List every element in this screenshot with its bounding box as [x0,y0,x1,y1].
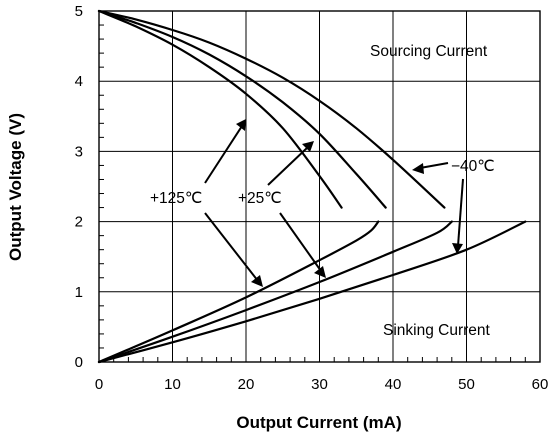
arrowhead-25c-sinking [314,266,326,278]
arrow-minus40c-sinking [457,178,464,247]
arrowhead-minus40c-sourcing [412,163,424,174]
series-line-sinking [97,220,380,364]
x-tick-label: 30 [311,376,328,393]
series-line-sinking [97,220,527,364]
series-line-sinking [97,220,453,364]
arrow-minus40c-sourcing [419,162,449,169]
annotation-125c: +125℃ [150,190,202,207]
arrow-125c-sinking [204,212,259,282]
arrow-25c-sinking [279,212,322,272]
arrowhead-125c-sinking [251,275,263,287]
y-axis-title: Output Voltage (V) [6,113,25,261]
x-tick-label: 10 [164,376,181,393]
arrowhead-minus40c-sinking [452,243,463,254]
annotation-minus40c: −40℃ [451,158,495,175]
y-tick-label: 2 [75,214,83,231]
annotation-sourcing-current: Sourcing Current [370,43,488,60]
arrow-25c-sourcing [267,146,309,186]
annotation-sinking-current: Sinking Current [383,322,491,339]
minor-ticks [99,24,526,362]
x-tick-label: 50 [458,376,475,393]
arrowhead-25c-sourcing [302,141,314,152]
series-line-sourcing [97,9,343,209]
y-tick-label: 3 [75,143,83,160]
annotation-arrows [204,119,464,287]
y-tick-label: 4 [75,73,83,90]
arrow-125c-sourcing [204,125,243,184]
x-tick-label: 40 [385,376,402,393]
plot-frame [98,10,541,363]
annotation-25c: +25℃ [238,190,282,207]
x-axis-title: Output Current (mA) [236,413,401,432]
y-tick-label: 5 [75,3,83,20]
x-tick-label: 60 [532,376,549,393]
x-tick-label: 0 [95,376,103,393]
x-tick-label: 20 [238,376,255,393]
tick-labels: 0 10 20 30 40 50 60 0 1 2 3 4 5 [75,3,549,393]
y-tick-label: 0 [75,354,83,371]
series-line-sourcing [97,9,446,209]
arrowhead-125c-sourcing [236,119,246,131]
y-tick-label: 1 [75,284,83,301]
grid [99,11,540,362]
series-line-sourcing [97,9,387,209]
curves [97,9,527,364]
